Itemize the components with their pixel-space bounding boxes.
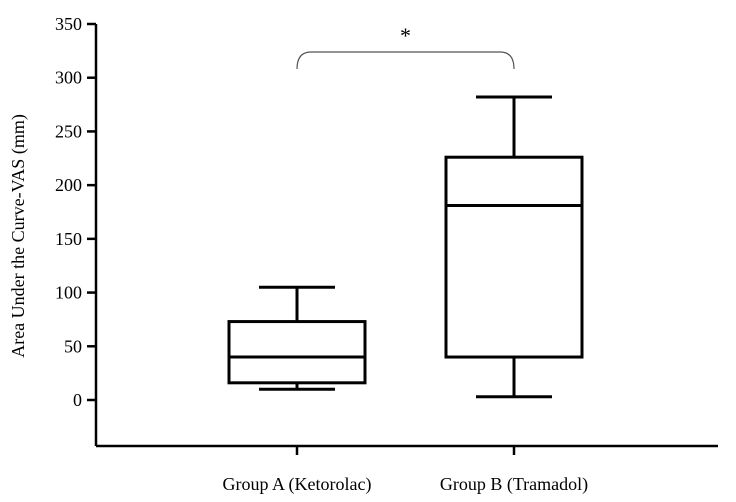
significance-annotation: * — [296, 23, 515, 70]
box-group — [227, 95, 584, 399]
x-axis: Group A (Ketorolac) Group B (Tramadol) — [96, 444, 718, 495]
y-tick-label: 300 — [55, 68, 82, 88]
y-tick-label: 150 — [55, 229, 82, 249]
x-tick-label: Group B (Tramadol) — [440, 474, 588, 495]
iqr-box — [444, 155, 584, 359]
x-tick-label: Group A (Ketorolac) — [223, 474, 372, 495]
y-tick-label: 100 — [55, 283, 82, 303]
box-1 — [227, 285, 367, 391]
y-tick-label: 200 — [55, 175, 82, 195]
iqr-box — [227, 320, 367, 385]
y-tick-label: 0 — [73, 390, 82, 410]
y-axis: 0 50 100 150 200 250 300 350 — [55, 14, 98, 446]
significance-star: * — [400, 23, 411, 48]
y-tick-label: 50 — [64, 336, 82, 356]
significance-bracket — [296, 51, 515, 70]
y-axis-title: Area Under the Curve-VAS (mm) — [8, 114, 29, 358]
box-2 — [444, 95, 584, 399]
y-tick-label: 350 — [55, 14, 82, 34]
y-tick-label: 250 — [55, 121, 82, 141]
